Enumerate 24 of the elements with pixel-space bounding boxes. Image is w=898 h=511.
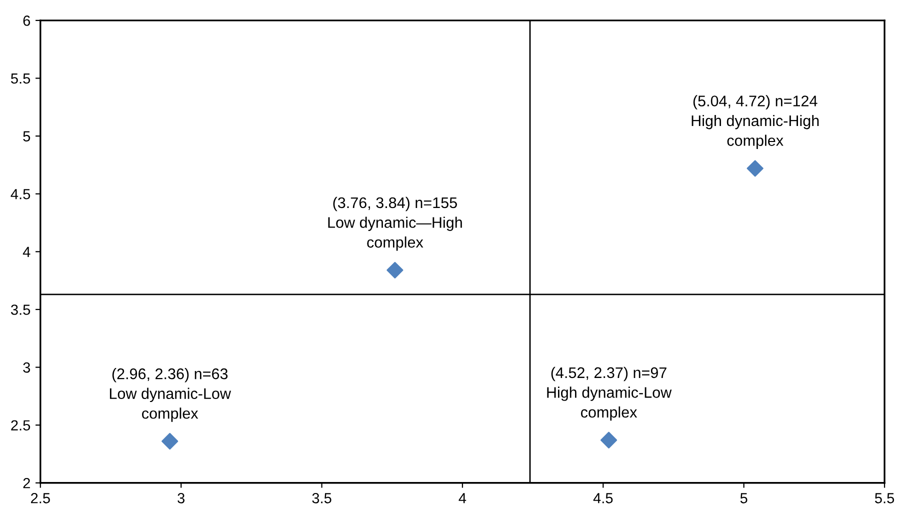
y-tick-label: 6 — [23, 16, 30, 26]
annotation: (2.96, 2.36) n=63 Low dynamic-Low complex — [110, 368, 232, 422]
y-tick-label: 3.5 — [10, 304, 30, 315]
x-tick-label: 4.5 — [593, 493, 613, 504]
x-tick-label: 4 — [458, 493, 466, 504]
point — [386, 262, 404, 278]
y-tick-label: 5.5 — [11, 74, 30, 84]
x-tick-label: 3.5 — [312, 493, 332, 504]
point — [600, 432, 618, 448]
point — [746, 160, 764, 177]
y-tick-label: 5 — [23, 131, 30, 142]
x-tick-label: 3 — [178, 493, 185, 504]
y-tick-label: 2.5 — [11, 420, 30, 431]
point — [162, 432, 178, 450]
x-tick-label: 5 — [740, 493, 748, 504]
annotation: (4.52, 2.37) n=97 High dynamic-Low complex — [547, 366, 672, 421]
y-tick-label: 3 — [23, 362, 30, 373]
x-tick-label: 5.5 — [874, 493, 894, 504]
y-tick-label: 4 — [22, 246, 30, 257]
annotation: (5.04, 4.72) n=124 High dynamic-High complex — [692, 95, 819, 149]
y-tick-label: 4.5 — [10, 189, 30, 200]
x-tick-label: 2.5 — [31, 493, 50, 504]
annotation: (3.76, 3.84) n=155 Low dynamic—High complex — [328, 196, 462, 251]
y-tick-label: 2 — [23, 478, 30, 488]
